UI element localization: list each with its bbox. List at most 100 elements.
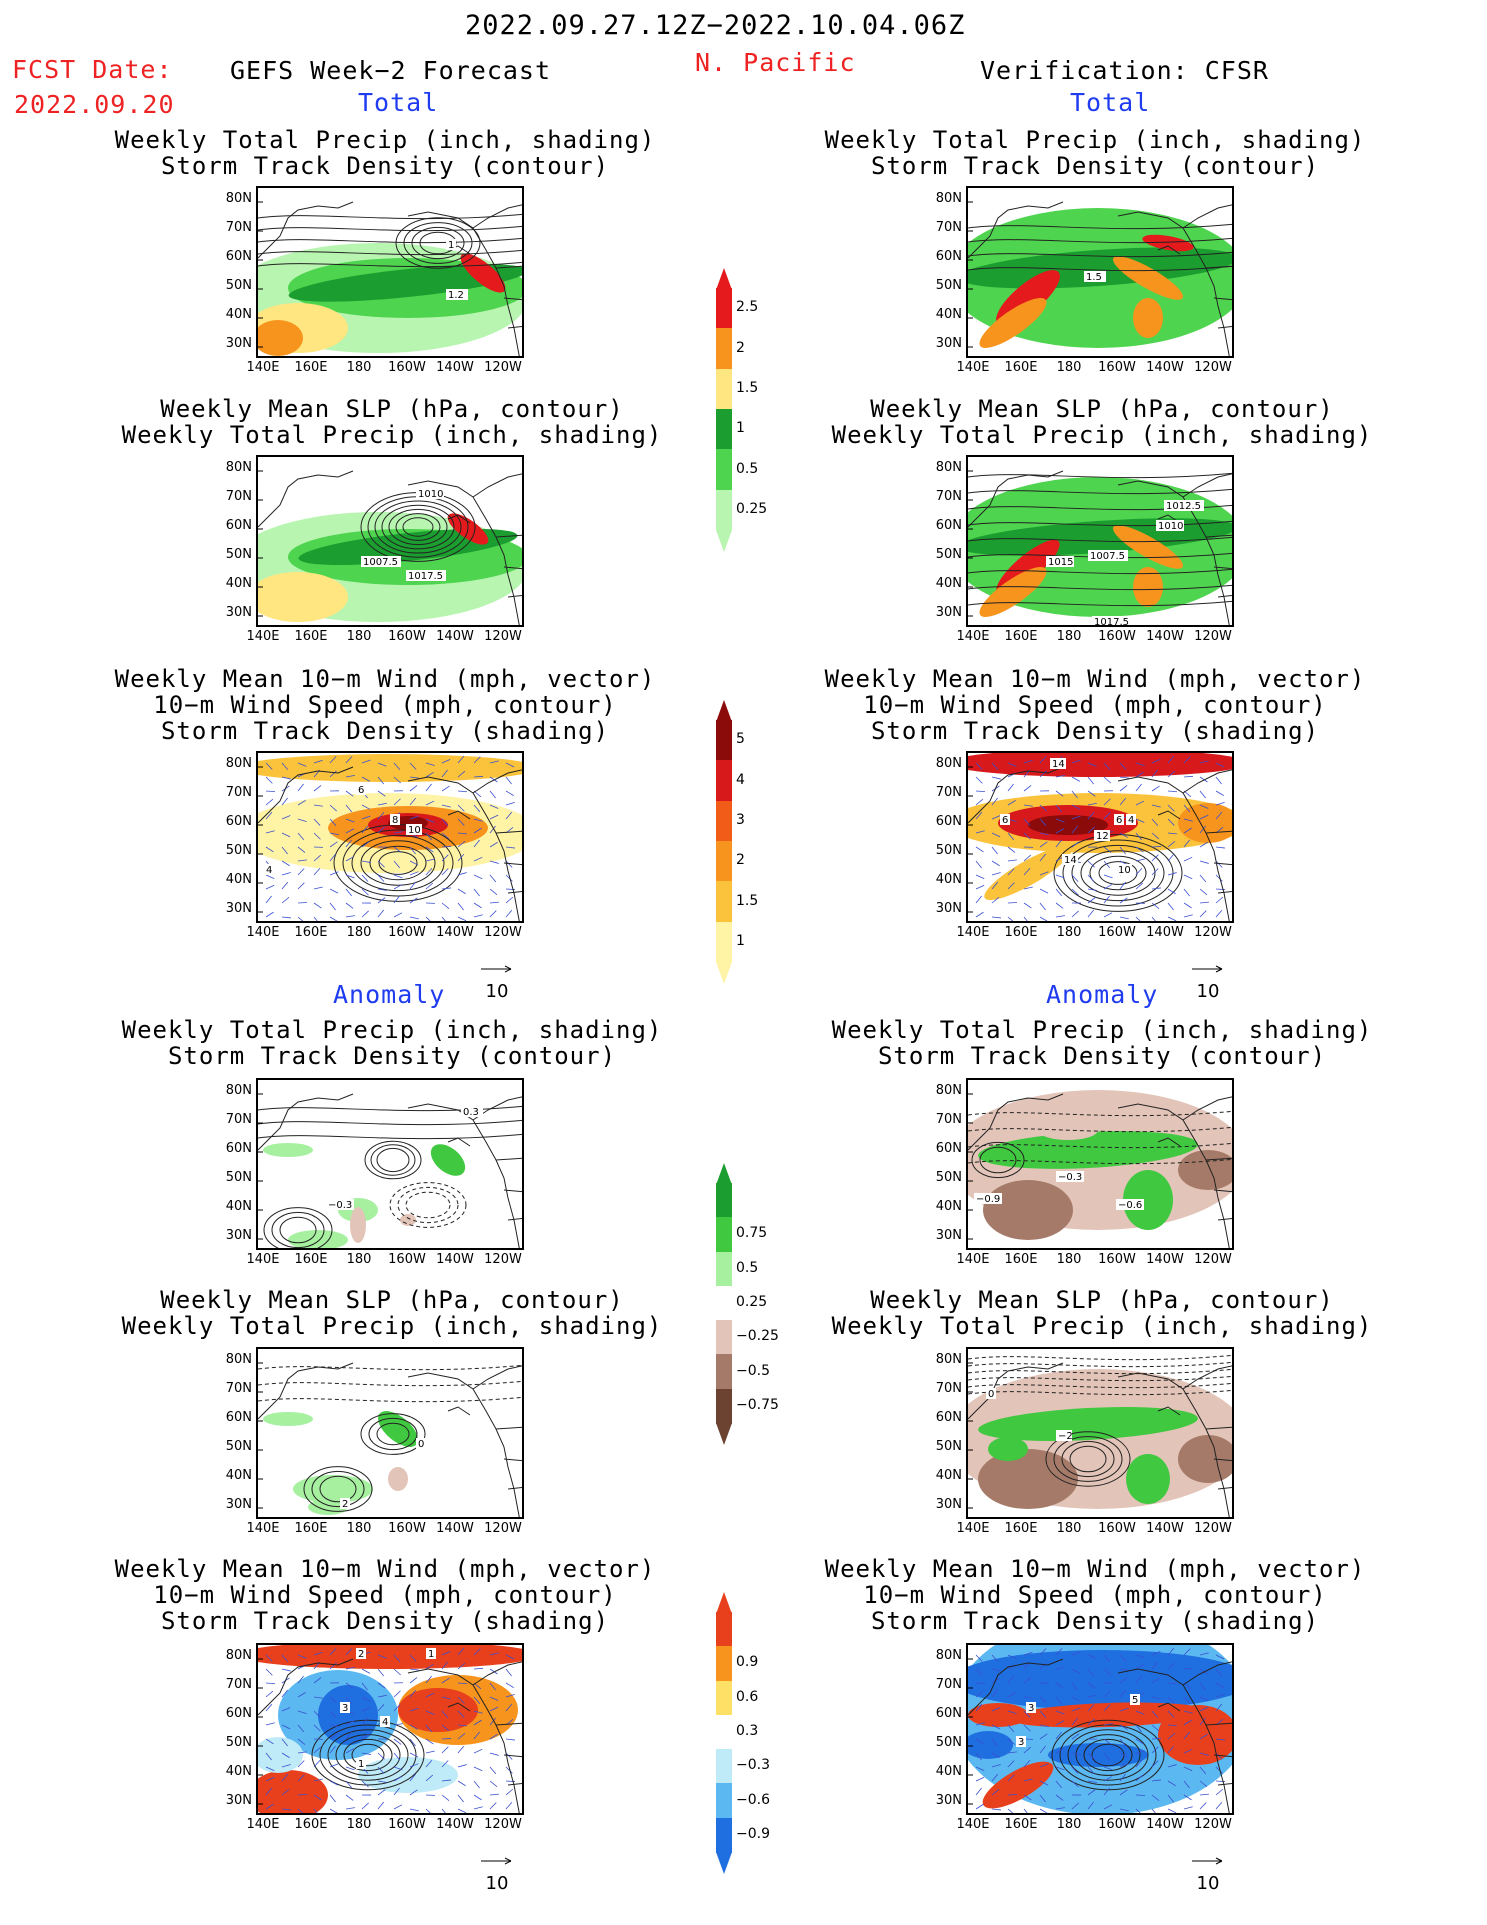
lon-tick-label: 140E bbox=[246, 360, 280, 375]
wind-vector bbox=[1167, 888, 1176, 895]
wind-vector bbox=[1231, 1780, 1232, 1781]
wind-vector bbox=[345, 1666, 355, 1670]
lat-tick-label: 40N bbox=[935, 307, 962, 322]
wind-vector bbox=[1071, 1668, 1081, 1674]
colorbar-tick-label: 4 bbox=[736, 771, 745, 788]
contour-label-box bbox=[1046, 556, 1074, 567]
colorbar-tick-label: 0.5 bbox=[736, 460, 759, 477]
wind-vector bbox=[1215, 1654, 1225, 1660]
wind-vector bbox=[297, 916, 304, 921]
contour-label-box bbox=[1056, 1171, 1084, 1182]
colorbar-tick-label: −0.9 bbox=[736, 1825, 770, 1842]
wind-vector bbox=[329, 1763, 339, 1768]
shading-region bbox=[1048, 1743, 1148, 1767]
wind-vector bbox=[329, 841, 338, 848]
wind-vector bbox=[409, 1738, 416, 1747]
wind-vector bbox=[1167, 1696, 1175, 1704]
wind-vector bbox=[441, 887, 451, 890]
wind-vector bbox=[1103, 1704, 1111, 1712]
wind-vector bbox=[1151, 1677, 1160, 1684]
coastline bbox=[258, 1658, 522, 1813]
wind-vector bbox=[1183, 839, 1190, 848]
wind-vector bbox=[1183, 856, 1193, 862]
wind-vector bbox=[441, 916, 446, 921]
wind-vector bbox=[409, 797, 417, 806]
colorbar-tick-label: 2.5 bbox=[736, 299, 759, 316]
contour-label: 0 bbox=[418, 1439, 424, 1450]
colorbar-segment bbox=[716, 720, 732, 762]
contour-label: 1007.5 bbox=[1090, 551, 1125, 562]
contour-line bbox=[303, 1466, 373, 1512]
colorbar-top-arrow bbox=[716, 1592, 732, 1614]
wind-vector bbox=[1199, 804, 1209, 809]
wind-vector bbox=[1087, 888, 1097, 891]
wind-vector bbox=[1119, 1668, 1129, 1671]
wind-vector bbox=[329, 832, 339, 836]
panel-title: Weekly Mean 10−m Wind (mph, vector) 10−m… bbox=[114, 665, 656, 745]
wind-vector bbox=[473, 856, 483, 862]
wind-vector bbox=[473, 1748, 483, 1754]
wind-vector bbox=[1183, 1696, 1191, 1705]
wind-vector bbox=[1071, 776, 1081, 782]
contour-label-box bbox=[1114, 814, 1124, 825]
colorbar-segment bbox=[716, 760, 732, 802]
wind-vector bbox=[521, 790, 522, 791]
wind-vector bbox=[1135, 800, 1145, 806]
contour-line bbox=[258, 1133, 522, 1140]
wind-vector bbox=[489, 901, 499, 904]
wind-vector bbox=[345, 1696, 353, 1705]
contour-label: −0.3 bbox=[1058, 1172, 1082, 1183]
wind-vector bbox=[1007, 859, 1017, 862]
wind-vector bbox=[1183, 1780, 1190, 1789]
colorbar-segment bbox=[716, 288, 732, 330]
wind-vector bbox=[329, 1696, 337, 1704]
wind-vector bbox=[1071, 874, 1079, 882]
wind-vector bbox=[361, 1780, 369, 1788]
lon-tick-label: 160E bbox=[1004, 1521, 1038, 1536]
wind-vector bbox=[425, 1675, 432, 1684]
wind-vector bbox=[1087, 762, 1097, 767]
lat-tick-label: 50N bbox=[935, 843, 962, 858]
wind-vector bbox=[313, 818, 321, 826]
lat-tick-label: 40N bbox=[225, 576, 252, 591]
wind-vector bbox=[361, 874, 369, 882]
shading-region bbox=[258, 1737, 303, 1773]
wind-vector bbox=[361, 1682, 368, 1691]
contour-label-box bbox=[1026, 1702, 1036, 1713]
wind-vector bbox=[1055, 1807, 1065, 1810]
wind-vector bbox=[297, 1675, 304, 1684]
contour-label-box bbox=[461, 1106, 483, 1117]
wind-vector bbox=[1183, 1748, 1193, 1754]
wind-vector bbox=[409, 815, 419, 820]
wind-vector bbox=[1199, 1766, 1207, 1775]
contour-line bbox=[395, 217, 481, 269]
wind-vector bbox=[991, 1752, 1000, 1759]
lat-tick-label: 50N bbox=[935, 1439, 962, 1454]
wind-vector bbox=[329, 756, 337, 764]
wind-vector bbox=[1199, 1802, 1207, 1810]
colorbar-tick-label: 0.3 bbox=[736, 1723, 759, 1739]
wind-vector bbox=[1167, 1724, 1177, 1727]
map-observed-wind-total: 14 12 6 4 14 10 6 bbox=[966, 751, 1234, 923]
wind-vector bbox=[473, 1794, 482, 1801]
shading-region bbox=[978, 1131, 1198, 1169]
lat-tick-label: 80N bbox=[225, 1352, 252, 1367]
wind-vector bbox=[489, 860, 499, 864]
contour-label: 1017.5 bbox=[1094, 617, 1129, 627]
wind-vector bbox=[1023, 1794, 1032, 1801]
wind-vector bbox=[473, 914, 483, 918]
wind-vector bbox=[393, 1804, 403, 1810]
wind-vector bbox=[393, 1766, 403, 1771]
lon-tick-label: 120W bbox=[484, 1252, 522, 1267]
wind-vector bbox=[1039, 853, 1046, 862]
wind-vector bbox=[975, 798, 984, 806]
wind-vector bbox=[361, 804, 371, 810]
wind-vector bbox=[1199, 825, 1206, 834]
wind-vector bbox=[1023, 1724, 1031, 1732]
wind-vector bbox=[329, 804, 337, 812]
wind-vector bbox=[457, 1724, 467, 1727]
wind-vector bbox=[521, 1739, 522, 1740]
wind-vector bbox=[505, 1682, 514, 1688]
contour-line bbox=[968, 1158, 1232, 1165]
panel-title: Weekly Total Precip (inch, shading) Stor… bbox=[824, 126, 1366, 180]
